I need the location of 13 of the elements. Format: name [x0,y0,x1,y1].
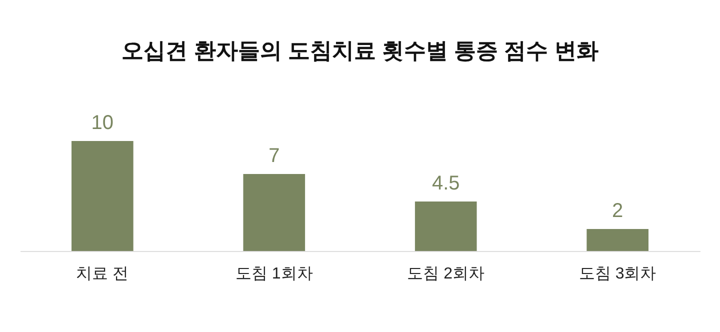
bar [243,174,306,251]
bar [414,202,477,251]
x-tick-label: 도침 1회차 [235,266,313,282]
data-label: 7 [268,145,280,167]
data-label: 10 [91,112,114,134]
chart-title: 오십견 환자들의 도침치료 횟수별 통증 점수 변화 [122,38,598,63]
data-label: 2 [612,200,624,222]
x-tick-label: 치료 전 [76,266,129,282]
x-tick-label: 도침 3회차 [578,266,656,282]
bar [586,229,648,251]
x-tick-label: 도침 2회차 [407,266,485,282]
data-label: 4.5 [432,172,460,194]
bar [72,141,134,251]
